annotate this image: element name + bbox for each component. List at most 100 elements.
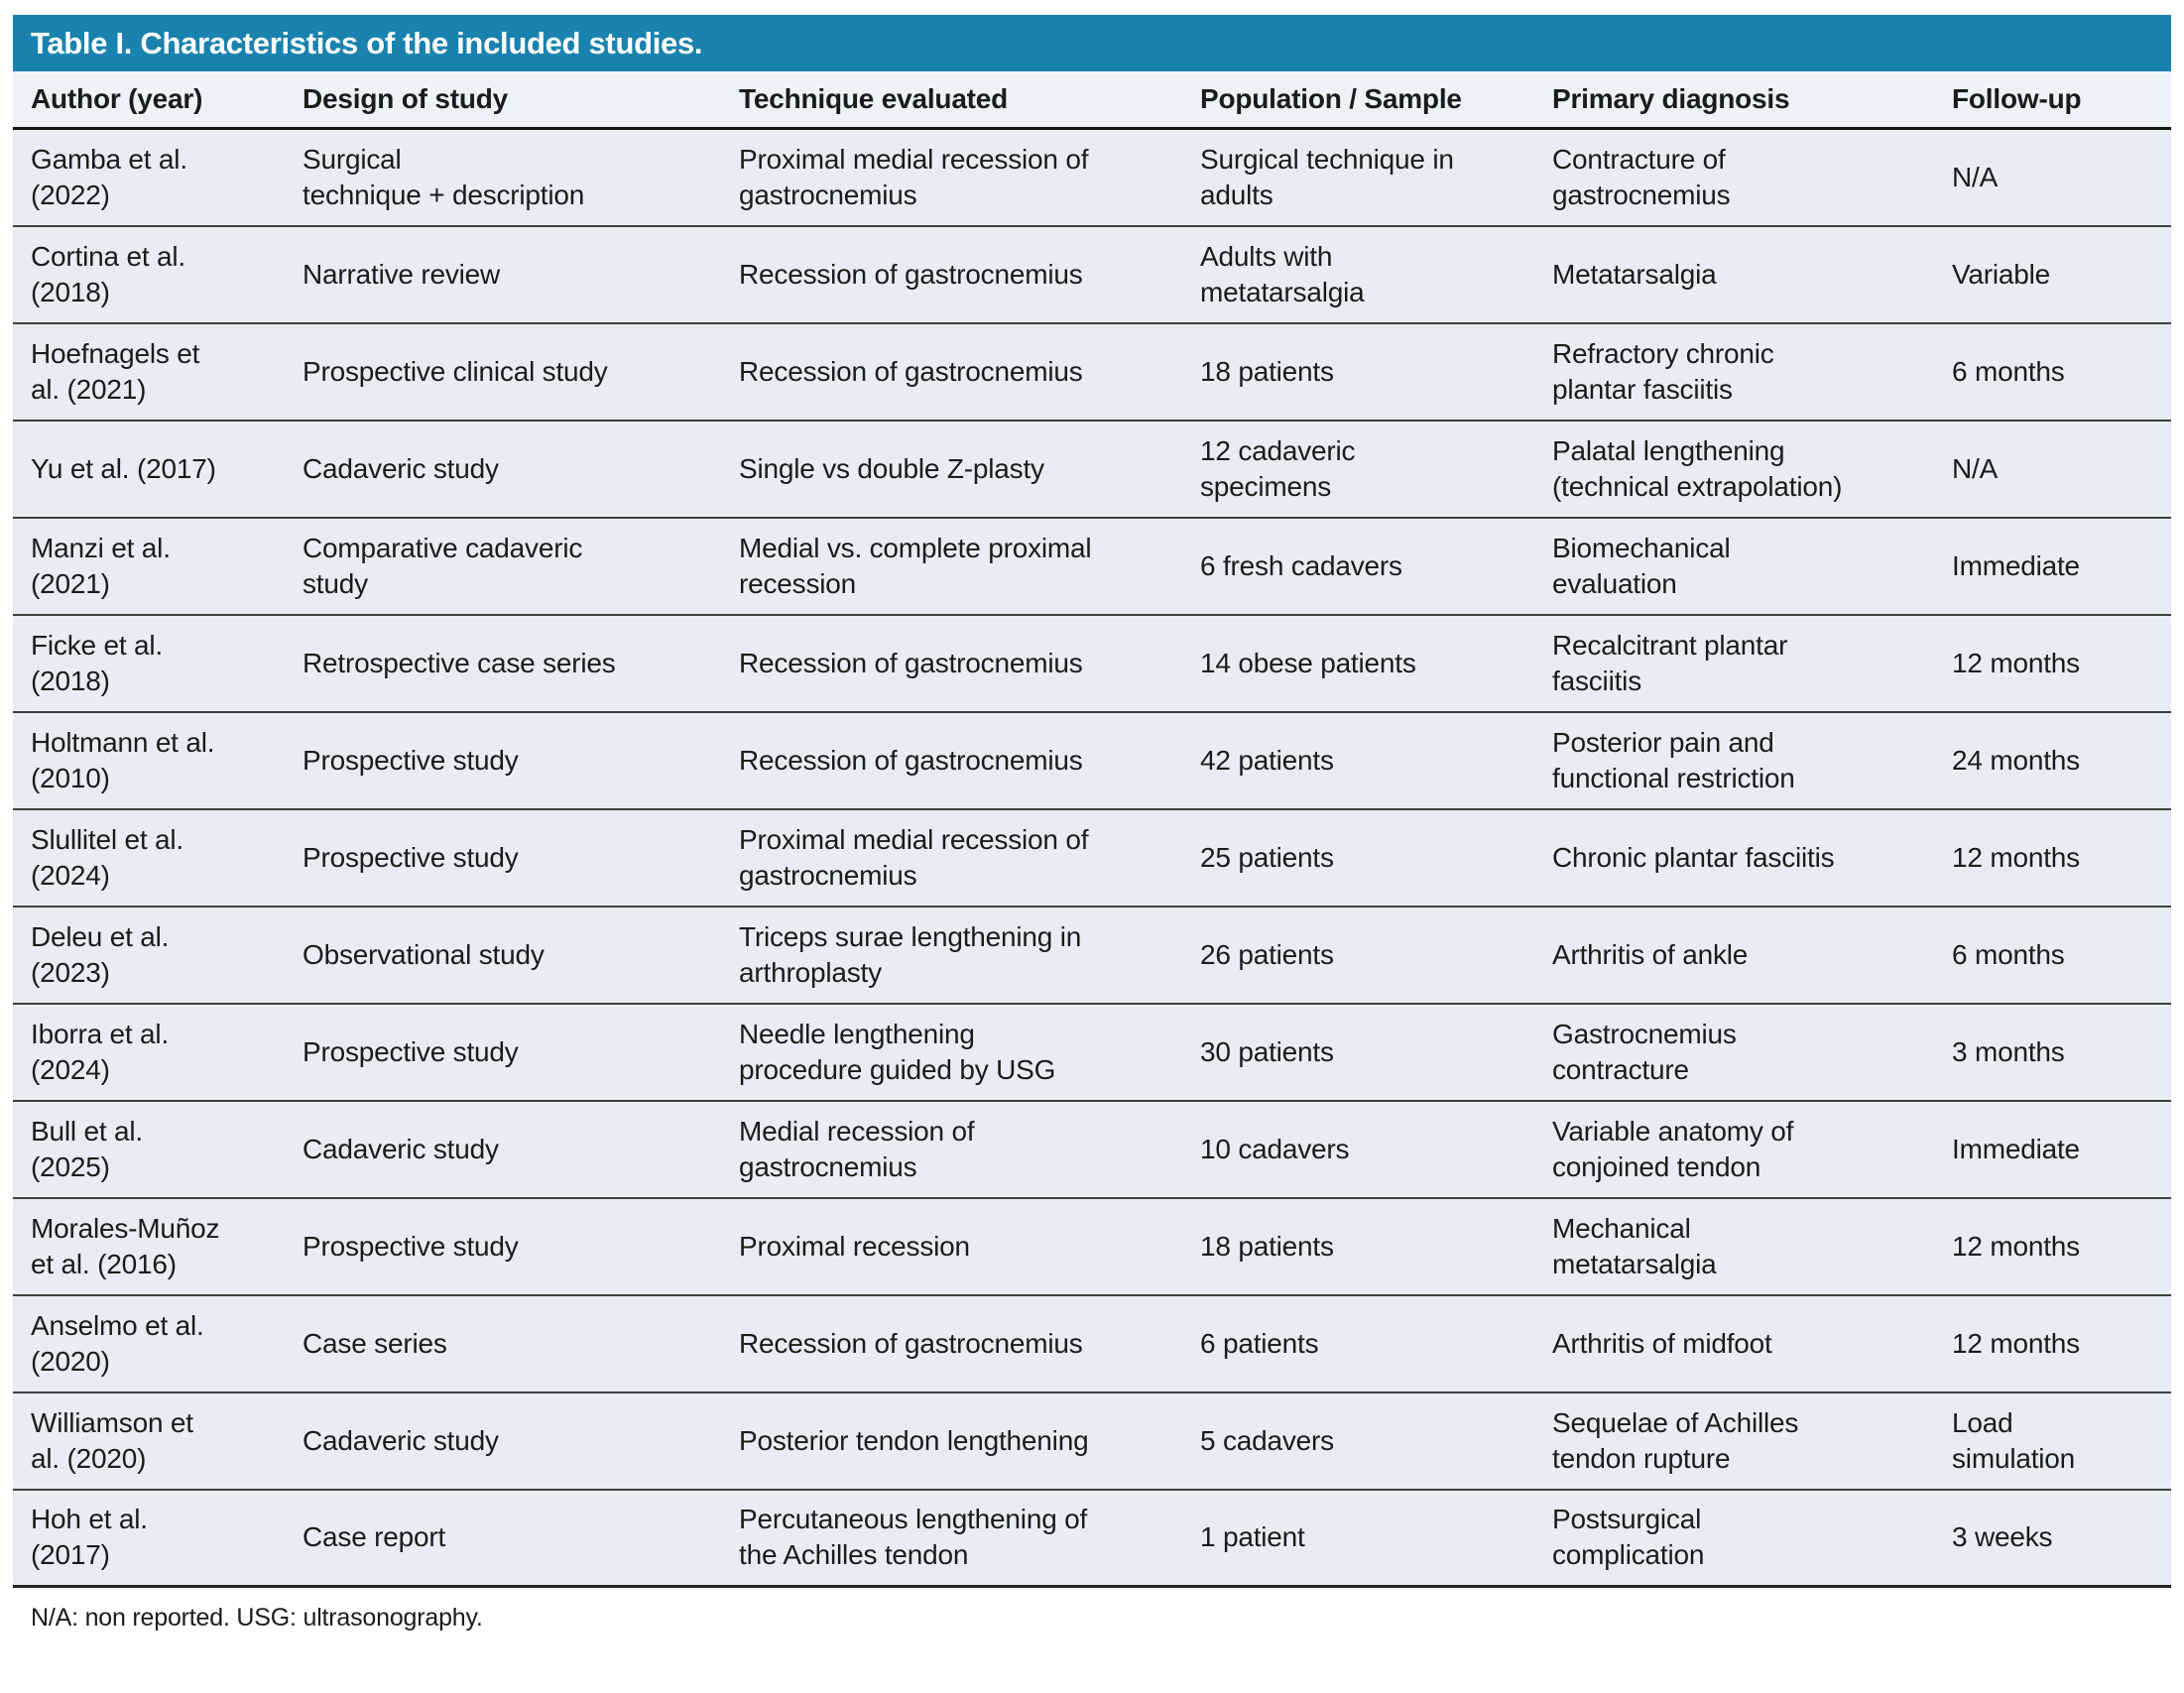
cell-design: Prospective study <box>285 1197 721 1296</box>
cell-diagnosis: Biomechanical evaluation <box>1534 517 1934 616</box>
column-header-followup: Follow-up <box>1934 71 2171 130</box>
cell-population: 30 patients <box>1182 1003 1534 1102</box>
cell-diagnosis: Chronic plantar fasciitis <box>1534 808 1934 907</box>
cell-diagnosis: Postsurgical complication <box>1534 1489 1934 1588</box>
cell-population: 25 patients <box>1182 808 1534 907</box>
cell-author: Morales-Muñoz et al. (2016) <box>13 1197 285 1296</box>
cell-diagnosis: Arthritis of midfoot <box>1534 1294 1934 1393</box>
table-row: Cortina et al. (2018) Narrative review Rec… <box>13 225 2171 324</box>
cell-technique: Recession of gastrocnemius <box>721 1294 1182 1393</box>
cell-followup: 12 months <box>1934 614 2171 713</box>
table-row: Iborra et al. (2024) Prospective study Nee… <box>13 1003 2171 1102</box>
cell-technique: Medial recession of gastrocnemius <box>721 1100 1182 1199</box>
cell-population: 18 patients <box>1182 1197 1534 1296</box>
cell-design: Narrative review <box>285 225 721 324</box>
cell-design: Cadaveric study <box>285 1100 721 1199</box>
cell-technique: Proximal recession <box>721 1197 1182 1296</box>
table-row: Bull et al. (2025) Cadaveric study Medial … <box>13 1100 2171 1199</box>
cell-followup: 12 months <box>1934 1197 2171 1296</box>
cell-author: Anselmo et al. (2020) <box>13 1294 285 1393</box>
cell-design: Observational study <box>285 906 721 1005</box>
cell-population: 42 patients <box>1182 711 1534 810</box>
cell-diagnosis: Contracture of gastrocnemius <box>1534 128 1934 227</box>
cell-followup: N/A <box>1934 420 2171 519</box>
cell-population: Adults with metatarsalgia <box>1182 225 1534 324</box>
cell-design: Case series <box>285 1294 721 1393</box>
column-header-technique: Technique evaluated <box>721 71 1182 130</box>
cell-technique: Needle lengthening procedure guided by U… <box>721 1003 1182 1102</box>
header-row: Author (year) Design of study Technique … <box>13 71 2171 130</box>
cell-population: 6 patients <box>1182 1294 1534 1393</box>
column-header-design: Design of study <box>285 71 721 130</box>
cell-author: Holtmann et al. (2010) <box>13 711 285 810</box>
cell-technique: Recession of gastrocnemius <box>721 711 1182 810</box>
table-row: Williamson et al. (2020) Cadaveric study P… <box>13 1391 2171 1491</box>
cell-design: Prospective study <box>285 1003 721 1102</box>
cell-followup: 12 months <box>1934 808 2171 907</box>
cell-author: Yu et al. (2017) <box>13 420 285 519</box>
cell-followup: 3 weeks <box>1934 1489 2171 1588</box>
cell-followup: 3 months <box>1934 1003 2171 1102</box>
table-title: Table I. Characteristics of the included… <box>31 25 703 60</box>
cell-author: Iborra et al. (2024) <box>13 1003 285 1102</box>
table-body: Gamba et al. (2022) Surgical technique + … <box>13 128 2171 1588</box>
cell-followup: N/A <box>1934 128 2171 227</box>
table-footnote: N/A: non reported. USG: ultrasonography. <box>31 1604 483 1632</box>
cell-diagnosis: Arthritis of ankle <box>1534 906 1934 1005</box>
cell-technique: Percutaneous lengthening of the Achilles… <box>721 1489 1182 1588</box>
cell-design: Prospective study <box>285 711 721 810</box>
cell-population: 12 cadaveric specimens <box>1182 420 1534 519</box>
cell-diagnosis: Recalcitrant plantar fasciitis <box>1534 614 1934 713</box>
cell-design: Prospective clinical study <box>285 322 721 422</box>
cell-author: Gamba et al. (2022) <box>13 128 285 227</box>
column-header-diagnosis: Primary diagnosis <box>1534 71 1934 130</box>
cell-diagnosis: Mechanical metatarsalgia <box>1534 1197 1934 1296</box>
column-header-author: Author (year) <box>13 71 285 130</box>
table-row: Hoh et al. (2017) Case report Percutaneous… <box>13 1489 2171 1588</box>
cell-diagnosis: Variable anatomy of conjoined tendon <box>1534 1100 1934 1199</box>
cell-population: 10 cadavers <box>1182 1100 1534 1199</box>
cell-author: Hoefnagels et al. (2021) <box>13 322 285 422</box>
table-row: Gamba et al. (2022) Surgical technique + … <box>13 128 2171 227</box>
cell-author: Manzi et al. (2021) <box>13 517 285 616</box>
cell-author: Slullitel et al. (2024) <box>13 808 285 907</box>
cell-technique: Posterior tendon lengthening <box>721 1391 1182 1491</box>
cell-author: Williamson et al. (2020) <box>13 1391 285 1491</box>
cell-design: Cadaveric study <box>285 1391 721 1491</box>
cell-design: Prospective study <box>285 808 721 907</box>
cell-population: 26 patients <box>1182 906 1534 1005</box>
cell-population: Surgical technique in adults <box>1182 128 1534 227</box>
cell-followup: Immediate <box>1934 1100 2171 1199</box>
cell-diagnosis: Gastrocnemius contracture <box>1534 1003 1934 1102</box>
cell-population: 18 patients <box>1182 322 1534 422</box>
cell-author: Deleu et al. (2023) <box>13 906 285 1005</box>
cell-author: Ficke et al. (2018) <box>13 614 285 713</box>
cell-followup: Immediate <box>1934 517 2171 616</box>
cell-technique: Proximal medial recession of gastrocnemi… <box>721 808 1182 907</box>
table-row: Anselmo et al. (2020) Case series Recessio… <box>13 1294 2171 1393</box>
cell-population: 1 patient <box>1182 1489 1534 1588</box>
cell-author: Bull et al. (2025) <box>13 1100 285 1199</box>
table-row: Manzi et al. (2021) Comparative cadaveric… <box>13 517 2171 616</box>
cell-diagnosis: Sequelae of Achilles tendon rupture <box>1534 1391 1934 1491</box>
cell-followup: 12 months <box>1934 1294 2171 1393</box>
cell-technique: Proximal medial recession of gastrocnemi… <box>721 128 1182 227</box>
table-title-bar: Table I. Characteristics of the included… <box>13 15 2171 71</box>
cell-diagnosis: Metatarsalgia <box>1534 225 1934 324</box>
cell-design: Surgical technique + description <box>285 128 721 227</box>
cell-diagnosis: Posterior pain and functional restrictio… <box>1534 711 1934 810</box>
cell-design: Retrospective case series <box>285 614 721 713</box>
cell-population: 6 fresh cadavers <box>1182 517 1534 616</box>
cell-technique: Single vs double Z-plasty <box>721 420 1182 519</box>
table-row: Deleu et al. (2023) Observational study Tr… <box>13 906 2171 1005</box>
table-row: Hoefnagels et al. (2021) Prospective clin… <box>13 322 2171 422</box>
cell-diagnosis: Refractory chronic plantar fasciitis <box>1534 322 1934 422</box>
cell-population: 14 obese patients <box>1182 614 1534 713</box>
table-row: Ficke et al. (2018) Retrospective case se… <box>13 614 2171 713</box>
table-row: Morales-Muñoz et al. (2016) Prospective s… <box>13 1197 2171 1296</box>
cell-followup: Variable <box>1934 225 2171 324</box>
cell-author: Hoh et al. (2017) <box>13 1489 285 1588</box>
table-row: Slullitel et al. (2024) Prospective study… <box>13 808 2171 907</box>
cell-design: Comparative cadaveric study <box>285 517 721 616</box>
table-row: Holtmann et al. (2010) Prospective study R… <box>13 711 2171 810</box>
